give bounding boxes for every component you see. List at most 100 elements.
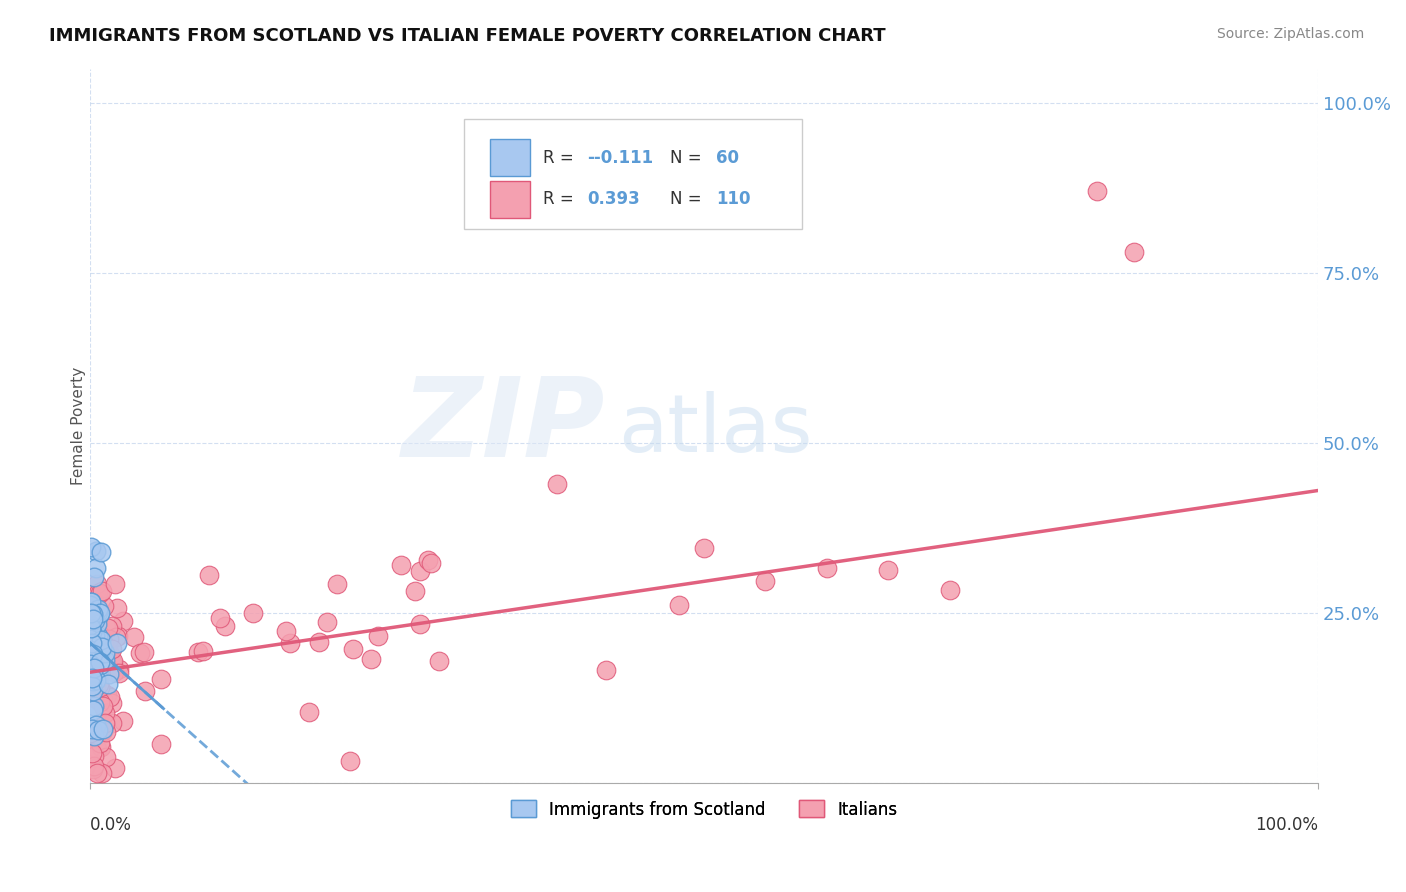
Text: 0.0%: 0.0% bbox=[90, 815, 132, 834]
Point bbox=[82, 624, 104, 639]
Point bbox=[79, 726, 101, 740]
Point bbox=[83, 660, 105, 674]
Point bbox=[83, 691, 105, 706]
Point bbox=[86, 586, 108, 600]
Point bbox=[83, 748, 105, 763]
Point bbox=[89, 657, 111, 672]
Point bbox=[80, 688, 103, 702]
Point bbox=[90, 740, 112, 755]
Point bbox=[79, 632, 101, 646]
Point bbox=[89, 695, 111, 709]
Point bbox=[84, 718, 107, 732]
Text: 100.0%: 100.0% bbox=[1256, 815, 1319, 834]
Point bbox=[404, 583, 426, 598]
Point bbox=[87, 723, 110, 737]
Point bbox=[83, 629, 105, 643]
Point bbox=[79, 598, 101, 612]
Point bbox=[86, 616, 108, 631]
Point bbox=[80, 650, 103, 665]
Point bbox=[274, 624, 297, 639]
Point bbox=[150, 737, 173, 751]
Point bbox=[80, 606, 103, 620]
Point bbox=[93, 646, 115, 660]
Point bbox=[693, 541, 716, 555]
Point bbox=[326, 577, 349, 591]
Point bbox=[298, 706, 321, 720]
Point bbox=[83, 570, 105, 584]
Point bbox=[416, 553, 439, 567]
Point bbox=[103, 665, 125, 680]
Point bbox=[104, 630, 127, 644]
Point bbox=[86, 765, 108, 780]
Point bbox=[87, 663, 110, 677]
Point bbox=[595, 663, 617, 677]
Point bbox=[84, 679, 107, 693]
Point bbox=[389, 558, 412, 573]
Point bbox=[94, 653, 117, 667]
Point bbox=[83, 673, 105, 687]
Point bbox=[82, 612, 104, 626]
FancyBboxPatch shape bbox=[491, 139, 530, 177]
Point bbox=[83, 646, 105, 660]
Point bbox=[82, 647, 104, 661]
Text: Source: ZipAtlas.com: Source: ZipAtlas.com bbox=[1216, 27, 1364, 41]
Point bbox=[101, 641, 124, 656]
Point bbox=[86, 577, 108, 591]
Point bbox=[101, 655, 124, 669]
Point bbox=[80, 664, 103, 678]
Point bbox=[89, 606, 111, 620]
Point bbox=[86, 646, 108, 660]
Point bbox=[83, 723, 105, 738]
Text: 60: 60 bbox=[716, 149, 740, 167]
Point bbox=[82, 673, 104, 688]
Point bbox=[96, 640, 118, 654]
Point bbox=[80, 540, 103, 554]
Point bbox=[367, 629, 389, 643]
Text: R =: R = bbox=[543, 149, 579, 167]
Point bbox=[91, 724, 114, 739]
Point bbox=[132, 645, 155, 659]
Point bbox=[278, 636, 301, 650]
Point bbox=[242, 606, 264, 620]
Point bbox=[339, 754, 361, 768]
Point bbox=[84, 673, 107, 687]
Point bbox=[84, 679, 107, 693]
Text: R =: R = bbox=[543, 190, 579, 209]
Point bbox=[89, 736, 111, 750]
Point bbox=[112, 615, 135, 629]
Text: 0.393: 0.393 bbox=[588, 190, 640, 209]
Point bbox=[91, 698, 114, 713]
Point bbox=[97, 667, 120, 681]
Point bbox=[83, 729, 105, 743]
Point bbox=[93, 706, 115, 720]
Point bbox=[80, 622, 103, 636]
Point bbox=[546, 476, 568, 491]
Point bbox=[84, 657, 107, 672]
Point bbox=[100, 657, 122, 672]
Point bbox=[197, 567, 219, 582]
Point bbox=[79, 643, 101, 657]
Point bbox=[94, 725, 117, 739]
Point bbox=[84, 544, 107, 558]
Point bbox=[89, 644, 111, 658]
Text: IMMIGRANTS FROM SCOTLAND VS ITALIAN FEMALE POVERTY CORRELATION CHART: IMMIGRANTS FROM SCOTLAND VS ITALIAN FEMA… bbox=[49, 27, 886, 45]
Point bbox=[187, 645, 209, 659]
Point bbox=[84, 561, 107, 575]
Point bbox=[342, 642, 364, 657]
Text: --0.111: --0.111 bbox=[588, 149, 654, 167]
Point bbox=[96, 688, 118, 702]
Point bbox=[90, 583, 112, 598]
Point bbox=[134, 684, 156, 698]
Point bbox=[83, 613, 105, 627]
Point bbox=[80, 650, 103, 665]
Point bbox=[80, 594, 103, 608]
Point bbox=[90, 633, 112, 648]
Point bbox=[97, 677, 120, 691]
Point bbox=[111, 714, 134, 728]
Point bbox=[91, 766, 114, 780]
Point bbox=[90, 545, 112, 559]
Point bbox=[86, 602, 108, 616]
Point bbox=[122, 630, 145, 644]
Point bbox=[79, 657, 101, 671]
Point bbox=[79, 669, 101, 683]
